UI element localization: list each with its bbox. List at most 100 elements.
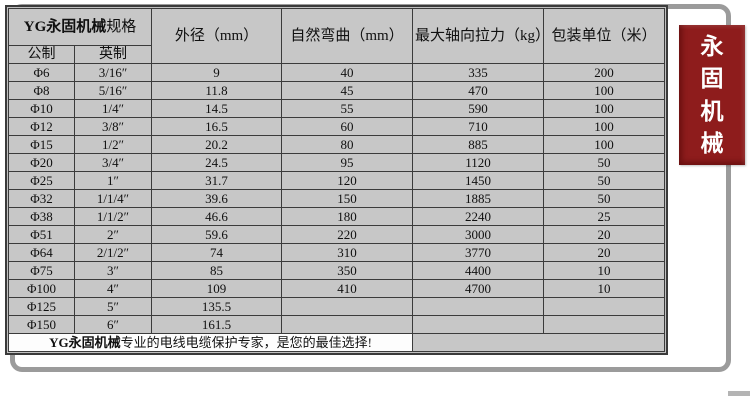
cell-od: 9: [151, 63, 282, 82]
cell-bend: 120: [281, 171, 413, 190]
cell-od: 74: [151, 243, 282, 262]
table-row: Φ100 4″ 109 410 4700 10: [8, 279, 665, 298]
footer-slogan-bold: YG永固机械: [49, 335, 121, 350]
cell-metric: Φ38: [8, 207, 75, 226]
cell-imperial: 3/16″: [74, 63, 152, 82]
col-header-pack-unit: 包装单位（米）: [543, 8, 665, 64]
table-row: Φ25 1″ 31.7 120 1450 50: [8, 171, 665, 190]
cell-imperial: 5/16″: [74, 81, 152, 100]
cell-imperial: 3/4″: [74, 153, 152, 172]
table-row: Φ64 2/1/2″ 74 310 3770 20: [8, 243, 665, 262]
badge-char: 固: [700, 65, 724, 92]
table-title: YG永固机械规格: [8, 8, 152, 46]
cell-pack: 20: [543, 243, 665, 262]
cell-pull: 885: [412, 135, 544, 154]
cell-pack: 50: [543, 171, 665, 190]
cell-od: 135.5: [151, 297, 282, 316]
cell-metric: Φ100: [8, 279, 75, 298]
table-row: Φ32 1/1/4″ 39.6 150 1885 50: [8, 189, 665, 208]
cell-pack: 100: [543, 81, 665, 100]
col-header-imperial: 英制: [74, 45, 152, 64]
col-header-natural-bend: 自然弯曲（mm）: [281, 8, 413, 64]
table-row: Φ10 1/4″ 14.5 55 590 100: [8, 99, 665, 118]
table-row: Φ15 1/2″ 20.2 80 885 100: [8, 135, 665, 154]
cell-metric: Φ125: [8, 297, 75, 316]
col-header-metric: 公制: [8, 45, 75, 64]
cell-bend: [281, 315, 413, 334]
footer-empty-cell: [412, 333, 665, 352]
cell-pack: 100: [543, 117, 665, 136]
spec-table: YG永固机械规格 外径（mm） 自然弯曲（mm） 最大轴向拉力（kg） 包装单位…: [8, 8, 665, 352]
cell-od: 59.6: [151, 225, 282, 244]
cell-pull: 1885: [412, 189, 544, 208]
cell-od: 85: [151, 261, 282, 280]
cell-od: 46.6: [151, 207, 282, 226]
cell-od: 11.8: [151, 81, 282, 100]
cell-od: 31.7: [151, 171, 282, 190]
cell-pack: [543, 297, 665, 316]
cell-pull: 3000: [412, 225, 544, 244]
footer-slogan-text: 专业的电线电缆保护专家，是您的最佳选择!: [120, 335, 372, 350]
table-title-suffix: 规格: [106, 18, 137, 35]
cell-bend: 180: [281, 207, 413, 226]
cell-bend: 40: [281, 63, 413, 82]
table-row: Φ8 5/16″ 11.8 45 470 100: [8, 81, 665, 100]
cell-bend: 150: [281, 189, 413, 208]
cell-pull: 4700: [412, 279, 544, 298]
cell-imperial: 2″: [74, 225, 152, 244]
cell-pull: 4400: [412, 261, 544, 280]
cell-pack: 10: [543, 261, 665, 280]
cell-metric: Φ32: [8, 189, 75, 208]
cell-od: 109: [151, 279, 282, 298]
cell-od: 20.2: [151, 135, 282, 154]
cell-metric: Φ75: [8, 261, 75, 280]
brand-badge: 永 固 机 械: [679, 25, 745, 165]
cell-imperial: 4″: [74, 279, 152, 298]
cell-bend: [281, 297, 413, 316]
frame-corner-fragment: [728, 391, 750, 396]
cell-pull: 1120: [412, 153, 544, 172]
cell-pack: [543, 315, 665, 334]
cell-imperial: 1/1/2″: [74, 207, 152, 226]
cell-pack: 25: [543, 207, 665, 226]
cell-metric: Φ6: [8, 63, 75, 82]
cell-metric: Φ15: [8, 135, 75, 154]
badge-char: 机: [700, 97, 724, 124]
cell-pack: 10: [543, 279, 665, 298]
cell-od: 16.5: [151, 117, 282, 136]
cell-pull: [412, 315, 544, 334]
col-header-outer-diameter: 外径（mm）: [151, 8, 282, 64]
cell-imperial: 6″: [74, 315, 152, 334]
cell-bend: 220: [281, 225, 413, 244]
cell-bend: 95: [281, 153, 413, 172]
cell-metric: Φ8: [8, 81, 75, 100]
badge-char: 永: [700, 32, 724, 59]
cell-imperial: 3/8″: [74, 117, 152, 136]
cell-metric: Φ25: [8, 171, 75, 190]
cell-od: 24.5: [151, 153, 282, 172]
cell-imperial: 5″: [74, 297, 152, 316]
header-row-main: YG永固机械规格 外径（mm） 自然弯曲（mm） 最大轴向拉力（kg） 包装单位…: [8, 8, 665, 64]
cell-bend: 55: [281, 99, 413, 118]
cell-imperial: 2/1/2″: [74, 243, 152, 262]
cell-pack: 50: [543, 189, 665, 208]
table-row: Φ75 3″ 85 350 4400 10: [8, 261, 665, 280]
cell-pull: 710: [412, 117, 544, 136]
cell-bend: 45: [281, 81, 413, 100]
table-title-bold: YG永固机械: [23, 18, 107, 35]
cell-metric: Φ12: [8, 117, 75, 136]
table-row: Φ20 3/4″ 24.5 95 1120 50: [8, 153, 665, 172]
cell-pull: 2240: [412, 207, 544, 226]
header-row-sub: 公制 英制: [8, 45, 665, 64]
table-row: Φ51 2″ 59.6 220 3000 20: [8, 225, 665, 244]
cell-pull: 470: [412, 81, 544, 100]
cell-pack: 100: [543, 135, 665, 154]
cell-metric: Φ64: [8, 243, 75, 262]
cell-pull: 590: [412, 99, 544, 118]
cell-bend: 410: [281, 279, 413, 298]
cell-pack: 100: [543, 99, 665, 118]
table-row: Φ38 1/1/2″ 46.6 180 2240 25: [8, 207, 665, 226]
spec-table-wrapper: YG永固机械规格 外径（mm） 自然弯曲（mm） 最大轴向拉力（kg） 包装单位…: [5, 5, 668, 355]
table-row: Φ150 6″ 161.5: [8, 315, 665, 334]
footer-row: YG永固机械专业的电线电缆保护专家，是您的最佳选择!: [8, 333, 665, 352]
